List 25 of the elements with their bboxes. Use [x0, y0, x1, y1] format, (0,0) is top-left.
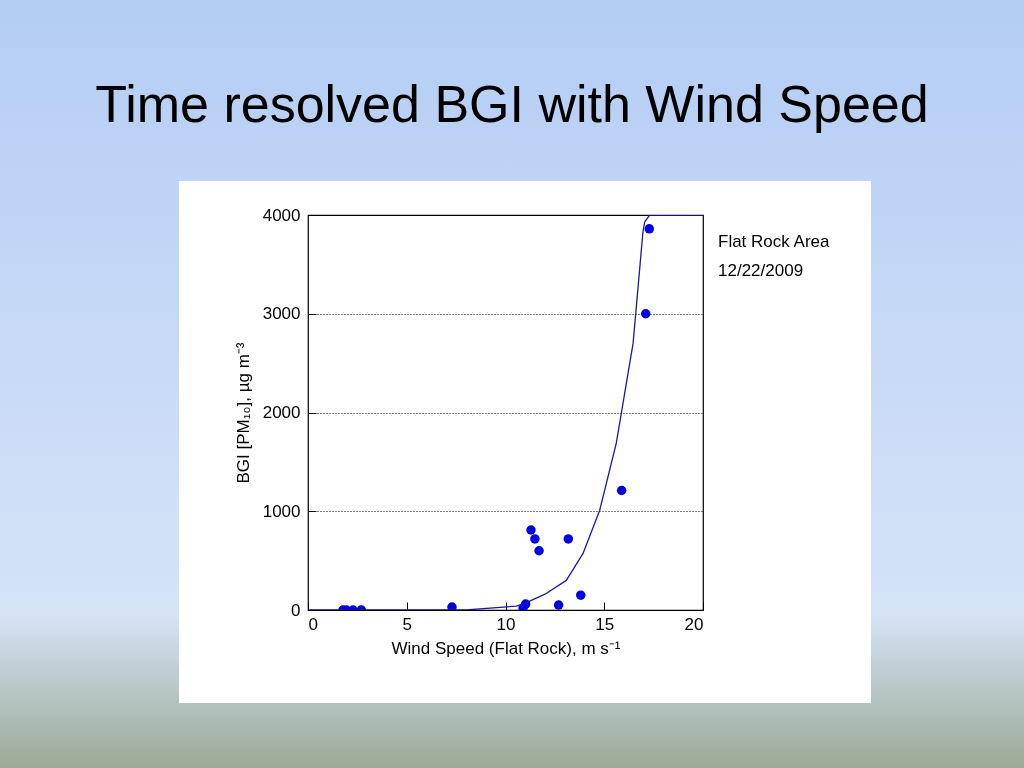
y-tick-label: 1000 — [262, 501, 301, 521]
point — [576, 590, 586, 600]
point — [530, 534, 540, 544]
text: 12/22/2009 — [718, 261, 804, 280]
point — [616, 485, 627, 496]
point — [644, 224, 655, 234]
y-tick-label: 0 — [291, 600, 301, 620]
point — [563, 534, 574, 544]
x-axis-title: Wind Speed (Flat Rock), m s⁻¹ — [391, 638, 621, 658]
y-tick-label: 2000 — [262, 403, 301, 422]
line-series — [308, 215, 703, 610]
x-tick-label: 5 — [402, 614, 412, 634]
y-tick-label: 4000 — [262, 205, 301, 225]
chart-title: Time resolved BGI with Wind Speed — [94, 74, 930, 134]
point — [534, 546, 544, 556]
x-tick-label: 15 — [595, 614, 615, 634]
x-tick-label: 0 — [308, 614, 318, 634]
x-tick-label: 10 — [496, 614, 516, 634]
y-axis-title: BGI [PM₁₀], µg m⁻³ — [233, 342, 253, 484]
text: Flat Rock Area — [718, 232, 831, 251]
point — [526, 525, 536, 535]
y-tick-label: 3000 — [262, 304, 301, 324]
point — [553, 600, 564, 610]
point — [640, 309, 651, 319]
x-tick-label: 20 — [684, 614, 704, 634]
